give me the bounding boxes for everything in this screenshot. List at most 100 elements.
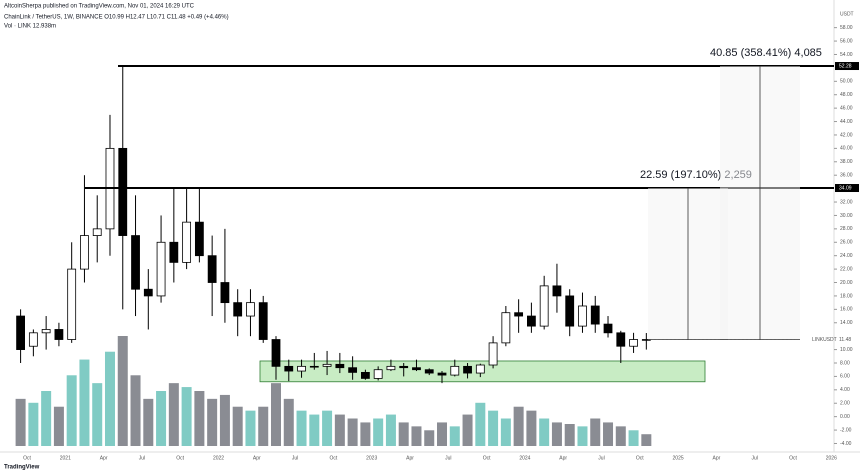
volume-bar bbox=[194, 391, 205, 446]
y-tick-label: 0.00 bbox=[840, 414, 850, 420]
candle-body bbox=[488, 342, 498, 366]
volume-bar bbox=[411, 426, 422, 446]
candle-body bbox=[169, 241, 179, 263]
x-tick-label: Apr bbox=[713, 455, 721, 461]
volume-bar bbox=[373, 418, 384, 446]
volume-bar bbox=[41, 391, 52, 446]
candle-body bbox=[297, 365, 306, 372]
candle-body bbox=[233, 302, 243, 317]
volume-bar bbox=[219, 394, 230, 446]
volume-bar bbox=[462, 414, 473, 446]
volume-bar bbox=[309, 414, 320, 446]
x-tick-label: 2023 bbox=[366, 455, 377, 461]
candle-body bbox=[412, 367, 421, 371]
volume-bar bbox=[258, 406, 269, 446]
volume-bar bbox=[53, 406, 64, 446]
volume-bar bbox=[475, 402, 486, 446]
symbol-tag: LINKUSDT bbox=[812, 337, 837, 343]
candle-body bbox=[527, 315, 536, 327]
symbol-line: ChainLink / TetherUS, 1W, BINANCE O10.99… bbox=[4, 15, 229, 21]
x-tick-label: 2021 bbox=[60, 455, 71, 461]
volume-bar bbox=[564, 424, 575, 446]
volume-bar bbox=[245, 410, 256, 446]
y-tick-label: 42.00 bbox=[840, 132, 853, 138]
y-tick-label: 22.00 bbox=[840, 266, 853, 272]
candle-body bbox=[539, 285, 549, 327]
candle-body bbox=[156, 241, 166, 297]
volume-bar bbox=[66, 375, 77, 446]
candle-body bbox=[28, 332, 38, 347]
volume-bar bbox=[603, 422, 614, 446]
y-tick-label: 26.00 bbox=[840, 240, 853, 246]
volume-bar bbox=[92, 383, 103, 446]
y-tick-label: 46.00 bbox=[840, 105, 853, 111]
x-tick-label: Jul bbox=[292, 455, 298, 461]
volume-bar bbox=[347, 418, 358, 446]
y-tick-label: 8.00 bbox=[840, 360, 850, 366]
candle-body bbox=[143, 288, 153, 297]
level-label: 52.28 bbox=[839, 63, 852, 69]
candle-body bbox=[386, 365, 396, 371]
candle-body bbox=[54, 329, 64, 340]
y-tick-label: 18.00 bbox=[840, 293, 853, 299]
candle-body bbox=[373, 369, 383, 379]
candle-body bbox=[322, 363, 332, 367]
candle-body bbox=[67, 268, 77, 340]
x-tick-label: Apr bbox=[559, 455, 567, 461]
candle-body bbox=[246, 302, 255, 317]
y-tick-label: 56.00 bbox=[840, 38, 853, 44]
volume-bar bbox=[271, 383, 281, 446]
candle-body bbox=[131, 235, 140, 290]
y-tick-label: 16.00 bbox=[840, 307, 853, 313]
volume-bar bbox=[156, 391, 167, 446]
candle-body bbox=[271, 339, 281, 367]
candle-body bbox=[578, 305, 587, 327]
candle-body bbox=[437, 372, 447, 376]
candle-body bbox=[424, 369, 434, 374]
x-tick-label: Jul bbox=[139, 455, 145, 461]
candle-body bbox=[552, 285, 562, 297]
x-tick-label: 2026 bbox=[826, 455, 837, 461]
volume-bar bbox=[513, 406, 524, 446]
candle-body bbox=[118, 147, 128, 236]
x-tick-label: 2022 bbox=[213, 455, 224, 461]
y-tick-label: 6.00 bbox=[840, 374, 850, 380]
volume-bar bbox=[143, 398, 154, 446]
volume-bar bbox=[551, 422, 562, 446]
volume-bar bbox=[360, 422, 371, 446]
y-tick-label: -2.00 bbox=[840, 427, 852, 433]
y-tick-label: 30.00 bbox=[840, 213, 853, 219]
candle-body bbox=[92, 228, 102, 236]
y-tick-label: 20.00 bbox=[840, 280, 853, 286]
level-label: 34.09 bbox=[839, 185, 852, 191]
candle-body bbox=[603, 323, 613, 334]
volume-bar bbox=[130, 375, 141, 446]
volume-bar bbox=[449, 426, 460, 446]
candle-body bbox=[629, 339, 638, 347]
volume-bar bbox=[334, 414, 345, 446]
candle-body bbox=[616, 332, 626, 347]
volume-bar bbox=[296, 410, 307, 446]
candle-body bbox=[284, 365, 294, 372]
candle-body bbox=[41, 329, 51, 334]
y-tick-label: 10.00 bbox=[840, 347, 853, 353]
level-tag bbox=[835, 184, 859, 193]
y-tick-label: 38.00 bbox=[840, 159, 853, 165]
volume-bar bbox=[488, 410, 499, 446]
volume-bar bbox=[283, 398, 294, 446]
x-tick-label: Oct bbox=[483, 455, 491, 461]
x-tick-label: Oct bbox=[23, 455, 31, 461]
x-tick-label: Apr bbox=[253, 455, 261, 461]
candle-body bbox=[450, 365, 460, 376]
volume-bar bbox=[437, 422, 448, 446]
volume-line: Vol · LINK 12.938m bbox=[4, 24, 56, 30]
volume-bar bbox=[590, 418, 601, 446]
x-tick-label: 2024 bbox=[519, 455, 530, 461]
volume-bar bbox=[28, 402, 39, 446]
volume-bar bbox=[500, 418, 511, 446]
x-tick-label: Oct bbox=[636, 455, 644, 461]
measure-label: 40.85 (358.41%) 4,085 bbox=[710, 47, 822, 59]
last-price-label: 11.48 bbox=[839, 337, 851, 343]
candle-body bbox=[220, 282, 230, 304]
x-tick-label: Oct bbox=[330, 455, 338, 461]
